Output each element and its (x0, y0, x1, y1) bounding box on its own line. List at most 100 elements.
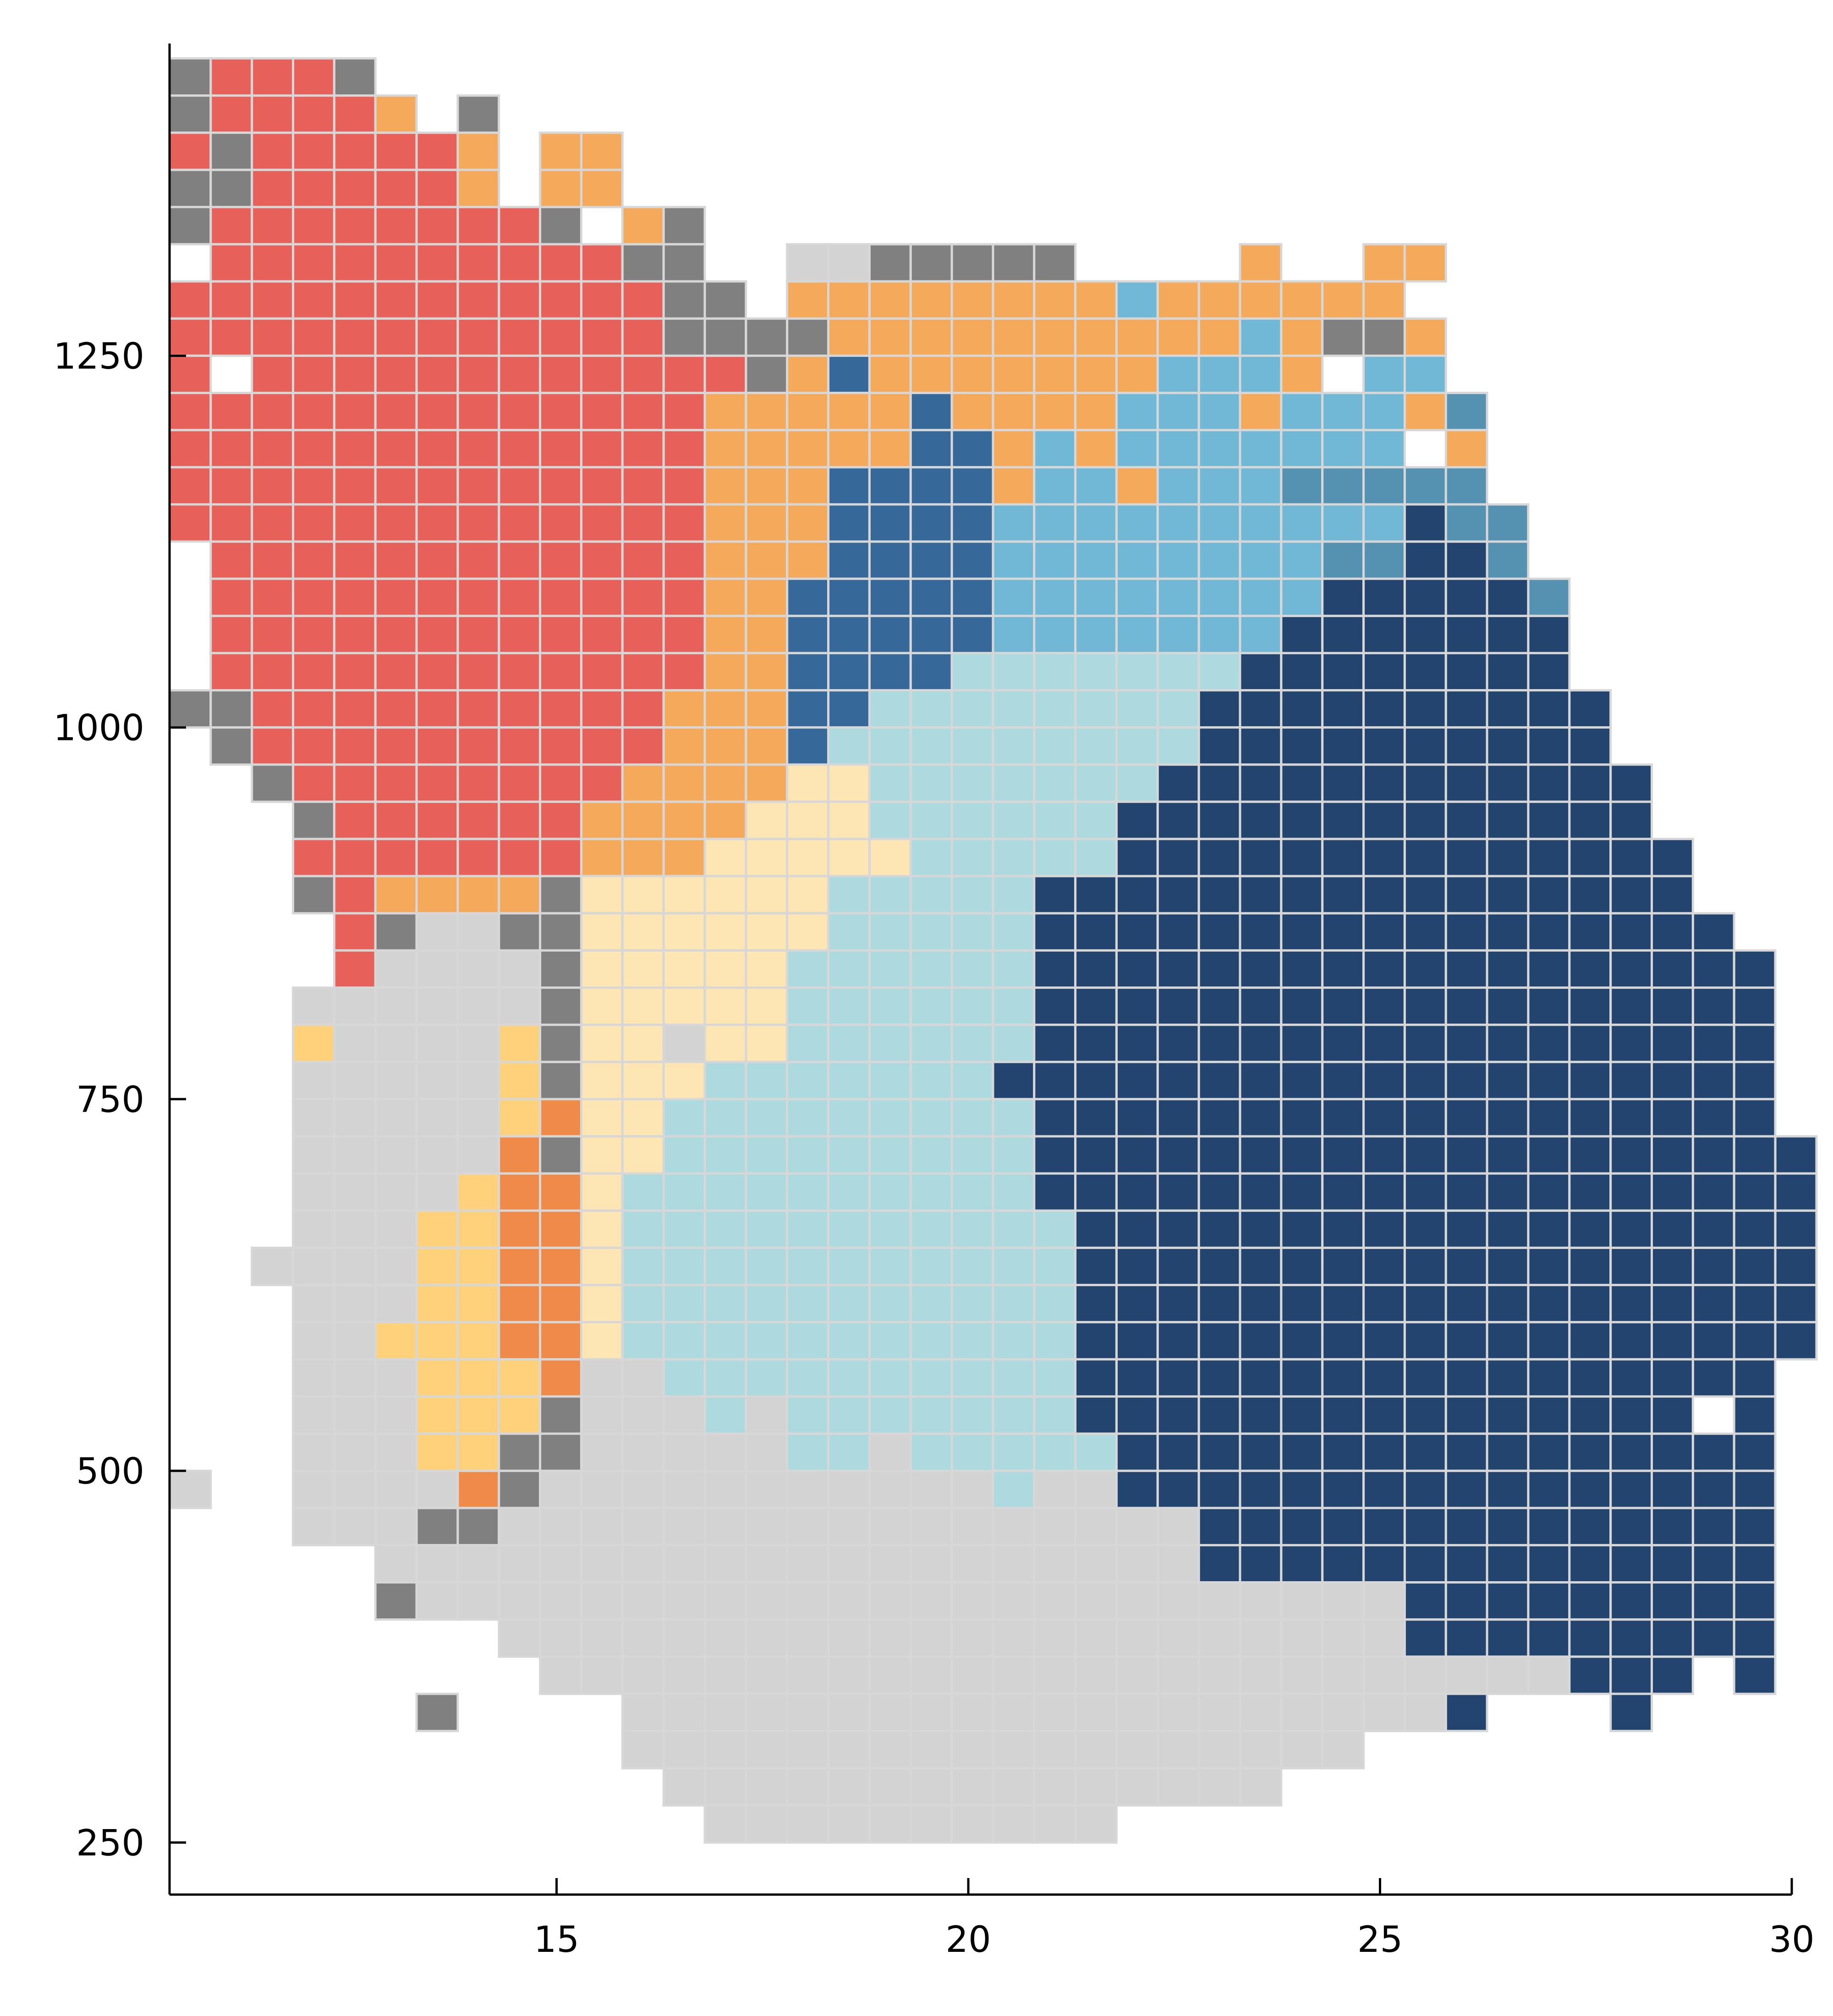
heatmap-cell (1197, 1618, 1241, 1658)
heatmap-cell (333, 280, 377, 320)
heatmap-cell (950, 243, 994, 283)
heatmap-cell (662, 1135, 706, 1175)
heatmap-cell (827, 317, 871, 357)
heatmap-cell (745, 1395, 789, 1435)
heatmap-cell (1403, 540, 1447, 580)
heatmap-cell (909, 1358, 953, 1398)
heatmap-cell (1033, 1432, 1077, 1472)
heatmap-cell (950, 986, 994, 1026)
heatmap-cell (1403, 875, 1447, 915)
heatmap-cell (703, 1395, 747, 1435)
heatmap-cell (868, 1618, 912, 1658)
heatmap-cell (374, 317, 418, 357)
heatmap-cell (1280, 1469, 1324, 1509)
heatmap-cell (580, 1284, 624, 1324)
heatmap-cell (498, 1358, 542, 1398)
heatmap-cell (1691, 1135, 1735, 1175)
heatmap-cell (909, 986, 953, 1026)
heatmap-cell (662, 1618, 706, 1658)
heatmap-cell (1362, 949, 1406, 989)
heatmap-cell (580, 280, 624, 320)
heatmap-cell (662, 689, 706, 729)
heatmap-cell (1486, 540, 1530, 580)
heatmap-cell (1280, 689, 1324, 729)
heatmap-cell (539, 206, 582, 246)
heatmap-cell (374, 986, 418, 1026)
heatmap-cell (868, 503, 912, 543)
heatmap-cell (662, 1358, 706, 1398)
heatmap-cell (827, 1395, 871, 1435)
heatmap-cell (1362, 763, 1406, 803)
heatmap-cell (1568, 726, 1612, 766)
heatmap-cell (745, 317, 789, 357)
heatmap-cell (992, 1507, 1036, 1546)
heatmap-cell (992, 1432, 1036, 1472)
heatmap-cell (292, 540, 335, 580)
heatmap-cell (539, 614, 582, 654)
heatmap-cell (621, 875, 665, 915)
heatmap-cell (498, 912, 542, 952)
heatmap-cell (374, 429, 418, 469)
heatmap-cell (415, 503, 459, 543)
heatmap-cell (621, 689, 665, 729)
heatmap-cell (1074, 503, 1118, 543)
heatmap-cell (1156, 949, 1200, 989)
heatmap-cell (950, 949, 994, 989)
heatmap-cell (1733, 1618, 1777, 1658)
heatmap-cell (1403, 1693, 1447, 1732)
heatmap-cell (1486, 1024, 1530, 1063)
heatmap-cell (1280, 1098, 1324, 1138)
heatmap-cell (621, 1693, 665, 1732)
heatmap-cell (621, 1469, 665, 1509)
heatmap-cell (950, 392, 994, 432)
heatmap-cell (1733, 1061, 1777, 1101)
heatmap-cell (909, 1804, 953, 1844)
heatmap-cell (786, 1321, 829, 1361)
heatmap-cell (1609, 1469, 1653, 1509)
heatmap-cell (909, 1395, 953, 1435)
heatmap-cell (1691, 949, 1735, 989)
heatmap-cell (580, 1209, 624, 1249)
heatmap-cell (1403, 1135, 1447, 1175)
heatmap-cell (580, 466, 624, 506)
heatmap-cell (786, 1730, 829, 1769)
heatmap-cell (827, 466, 871, 506)
heatmap-cell (498, 1321, 542, 1361)
heatmap-cell (1403, 1469, 1447, 1509)
heatmap-cell (1691, 1209, 1735, 1249)
heatmap-cell (992, 429, 1036, 469)
heatmap-cell (539, 1581, 582, 1621)
heatmap-cell (1280, 838, 1324, 877)
heatmap-cell (333, 466, 377, 506)
x-tick-label: 20 (945, 1919, 991, 1961)
heatmap-cell (374, 243, 418, 283)
heatmap-cell (1444, 392, 1488, 432)
heatmap-cell (1651, 1024, 1694, 1063)
x-tick-label: 25 (1357, 1919, 1403, 1961)
heatmap-cell (745, 429, 789, 469)
heatmap-cell (1651, 1469, 1694, 1509)
heatmap-cell (1733, 1432, 1777, 1472)
heatmap-cell (1403, 614, 1447, 654)
heatmap-cell (498, 317, 542, 357)
heatmap-cell (1444, 1284, 1488, 1324)
heatmap-cell (539, 1284, 582, 1324)
heatmap-cell (539, 1544, 582, 1583)
heatmap-cell (1074, 1804, 1118, 1844)
heatmap-cell (498, 466, 542, 506)
heatmap-cell (580, 392, 624, 432)
heatmap-cell (1033, 1098, 1077, 1138)
heatmap-cell (827, 1655, 871, 1695)
heatmap-cell (950, 354, 994, 394)
heatmap-cell (662, 429, 706, 469)
heatmap-cell (1527, 1024, 1571, 1063)
heatmap-cell (1033, 1767, 1077, 1807)
heatmap-cell (1321, 1730, 1365, 1769)
heatmap-cell (1280, 1544, 1324, 1583)
heatmap-cell (1239, 1024, 1283, 1063)
heatmap-cell (786, 1358, 829, 1398)
heatmap-cell (1115, 800, 1159, 840)
heatmap-cell (1362, 1544, 1406, 1583)
heatmap-cell (333, 800, 377, 840)
heatmap-cell (1486, 577, 1530, 617)
